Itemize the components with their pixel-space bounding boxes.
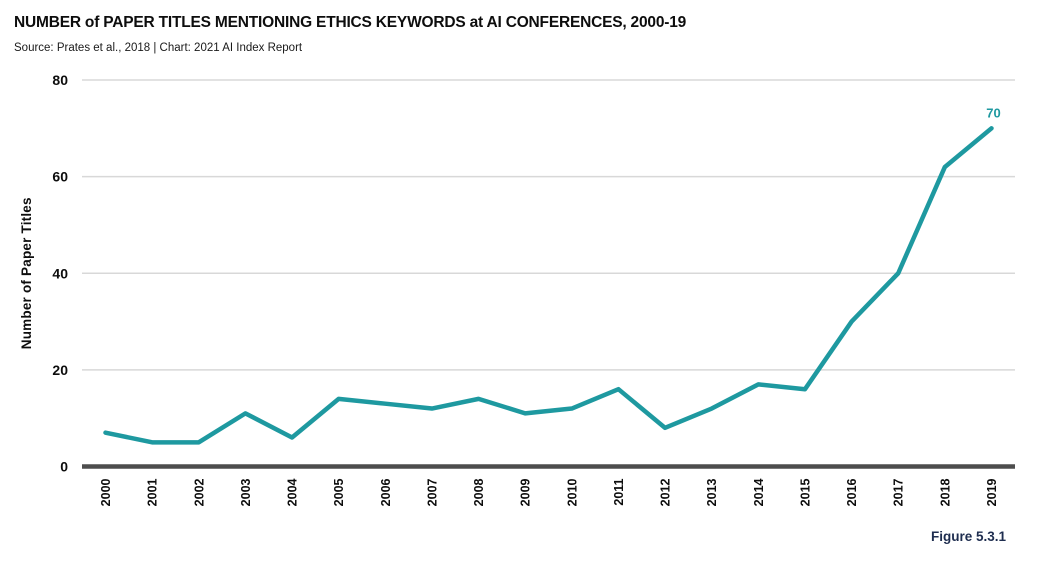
- y-tick-label: 0: [60, 459, 68, 475]
- x-tick-label: 2000: [99, 478, 113, 506]
- x-tick-label: 2018: [938, 478, 952, 506]
- point-value-label: 70: [986, 105, 1000, 120]
- y-tick-label: 60: [52, 169, 68, 185]
- x-tick-label: 2010: [565, 478, 579, 506]
- chart-source-line: Source: Prates et al., 2018 | Chart: 202…: [14, 42, 303, 54]
- y-tick-label: 20: [52, 362, 68, 378]
- y-tick-label: 80: [52, 72, 68, 88]
- x-tick-label: 2015: [798, 478, 812, 506]
- x-tick-label: 2008: [472, 478, 486, 506]
- x-tick-label: 2006: [379, 478, 393, 506]
- x-tick-label: 2003: [239, 478, 253, 506]
- x-tick-label: 2014: [752, 478, 766, 506]
- figure-caption: Figure 5.3.1: [930, 529, 1006, 544]
- x-tick-label: 2019: [985, 478, 999, 506]
- x-tick-label: 2002: [192, 478, 206, 506]
- x-tick-label: 2009: [519, 478, 533, 506]
- x-tick-label: 2011: [612, 478, 626, 505]
- x-tick-label: 2017: [892, 478, 906, 506]
- data-line: [103, 126, 994, 445]
- x-tick-label: 2013: [705, 478, 719, 506]
- y-axis-title: Number of Paper Titles: [19, 197, 34, 349]
- x-tick-label: 2004: [286, 478, 300, 506]
- x-tick-label: 2007: [425, 478, 439, 506]
- x-tick-label: 2012: [659, 478, 673, 506]
- y-tick-label: 40: [52, 265, 68, 281]
- x-tick-label: 2005: [332, 478, 346, 506]
- x-tick-label: 2016: [845, 478, 859, 506]
- chart-title: NUMBER of PAPER TITLES MENTIONING ETHICS…: [14, 14, 687, 31]
- x-tick-label: 2001: [146, 478, 160, 506]
